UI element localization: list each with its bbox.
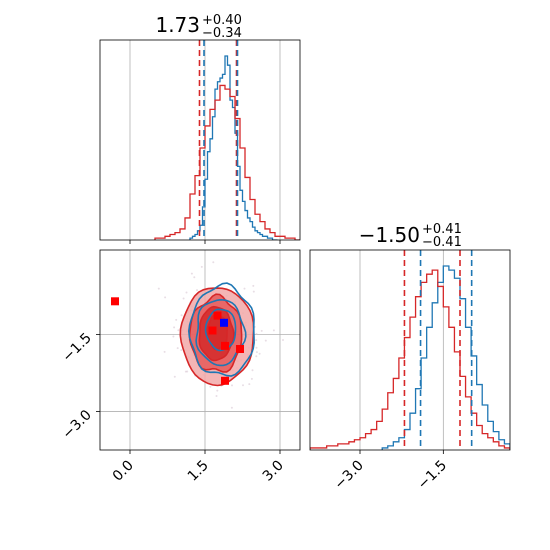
sample-point [193, 276, 196, 279]
sample-point [173, 375, 176, 378]
marginal-x-step-red [154, 84, 300, 240]
sample-point [255, 346, 258, 349]
sample-point [272, 329, 275, 332]
title-y-lower: −0.41 [422, 235, 462, 250]
title-x-lower: −0.34 [202, 26, 242, 41]
sample-point [231, 384, 233, 387]
sample-point [258, 352, 261, 355]
sample-point [182, 297, 185, 300]
marginal-y-tick-label: −3.0 [331, 458, 366, 493]
marginal-y-step-red [310, 269, 510, 450]
marginal-x-frame [99, 39, 301, 241]
marginal-y-tick-label: −1.5 [415, 458, 450, 493]
sample-point [180, 349, 183, 352]
sample-point [177, 329, 180, 332]
sample-point [255, 333, 258, 335]
sample-point [209, 385, 212, 388]
sample-point [252, 284, 255, 287]
title-x-value: 1.73 [155, 13, 200, 37]
joint-tick-label-y: −3.0 [59, 407, 94, 442]
marginal-y-series-group [310, 265, 510, 450]
sample-point [255, 339, 258, 342]
sample-point [230, 406, 233, 409]
truth-marker [236, 345, 244, 353]
sample-point [250, 377, 253, 380]
truth-marker [208, 326, 217, 335]
marginal-histogram-x-panel [99, 39, 301, 244]
sample-point [251, 369, 254, 372]
sample-point [282, 339, 284, 341]
title-y-value: −1.50 [359, 223, 420, 247]
marginal-x-series-group [154, 55, 300, 240]
marginal-x-step-blue [189, 55, 278, 240]
sample-point [212, 261, 215, 264]
sample-point [242, 384, 244, 387]
sample-point [260, 329, 263, 332]
joint-contour-panel: 0.0 1.5 3.0 −1.5 −3.0 [59, 249, 301, 485]
sample-point [216, 389, 219, 392]
sample-point [255, 355, 258, 358]
sample-point [173, 326, 176, 329]
joint-tick-label-x: 1.5 [185, 458, 212, 485]
truth-marker [213, 311, 222, 320]
marginal-y-step-blue [381, 265, 510, 450]
sample-point [200, 265, 203, 268]
sample-point [185, 291, 188, 294]
sample-point [176, 347, 179, 350]
sample-point [175, 318, 178, 321]
sample-point [163, 350, 166, 353]
marginal-histogram-y-panel: −3.0 −1.5 [309, 249, 511, 493]
sample-point [252, 290, 255, 293]
sample-point [264, 339, 267, 342]
sample-point [248, 383, 251, 386]
sample-point [164, 296, 167, 299]
truth-marker [221, 341, 229, 350]
sample-point [255, 351, 258, 354]
best-fit-marker [220, 318, 228, 327]
sample-point [215, 395, 218, 397]
sample-point [190, 272, 193, 275]
truth-marker [111, 297, 119, 306]
sample-point [180, 314, 183, 317]
sample-point [186, 370, 189, 373]
sample-point [243, 287, 246, 290]
blue-contour-level-1 [187, 282, 255, 377]
joint-content [111, 261, 284, 409]
title-x-upper: +0.40 [202, 13, 242, 28]
sample-point [196, 289, 198, 292]
joint-tick-label-x: 0.0 [110, 458, 137, 485]
sample-point [157, 287, 160, 290]
truth-marker [221, 376, 229, 385]
title-y-upper: +0.41 [422, 222, 462, 237]
marginal-y-frame [309, 249, 511, 451]
joint-tick-label-x: 3.0 [260, 458, 287, 485]
blue-contour-level-2 [195, 298, 247, 367]
sample-point [172, 335, 175, 338]
joint-tick-label-y: −1.5 [59, 330, 94, 365]
joint-frame [99, 249, 301, 451]
